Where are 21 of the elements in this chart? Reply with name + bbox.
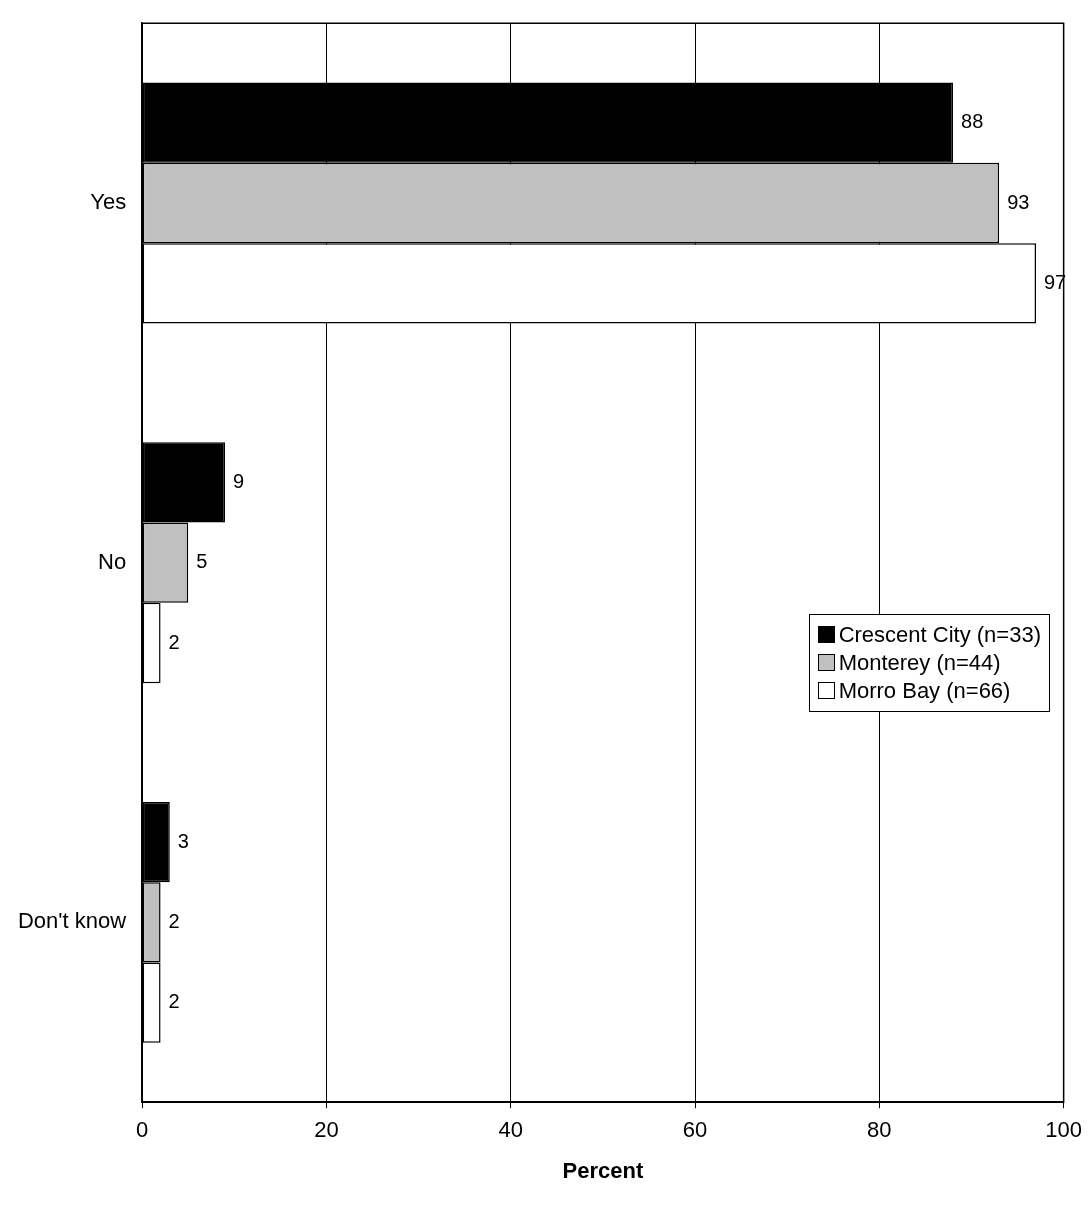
data-label: 93 <box>1007 190 1030 213</box>
data-label: 3 <box>177 829 189 852</box>
x-axis-title: Percent <box>562 1157 644 1183</box>
y-tick-label: No <box>98 548 127 574</box>
y-tick-label: Don't know <box>17 908 127 934</box>
legend-label: Monterey (n=44) <box>838 649 1001 676</box>
text: Morro Bay (n=66) <box>838 677 1011 704</box>
data-label: 2 <box>168 990 180 1013</box>
x-tick-label: 20 <box>314 1117 339 1143</box>
data-label: 5 <box>196 550 208 573</box>
x-tick-label: 40 <box>498 1117 523 1143</box>
legend-label: Crescent City (n=33) <box>838 621 1041 648</box>
x-tick-label: 100 <box>1045 1117 1083 1143</box>
y-tick-label: Yes <box>90 189 127 215</box>
x-tick-label: 0 <box>136 1117 149 1143</box>
x-tick-label: 80 <box>867 1117 892 1143</box>
data-label: 2 <box>168 630 180 653</box>
data-label: 88 <box>961 110 984 133</box>
data-label: 9 <box>233 469 245 492</box>
data-label: 2 <box>168 909 180 932</box>
x-tick-label: 60 <box>682 1117 708 1143</box>
